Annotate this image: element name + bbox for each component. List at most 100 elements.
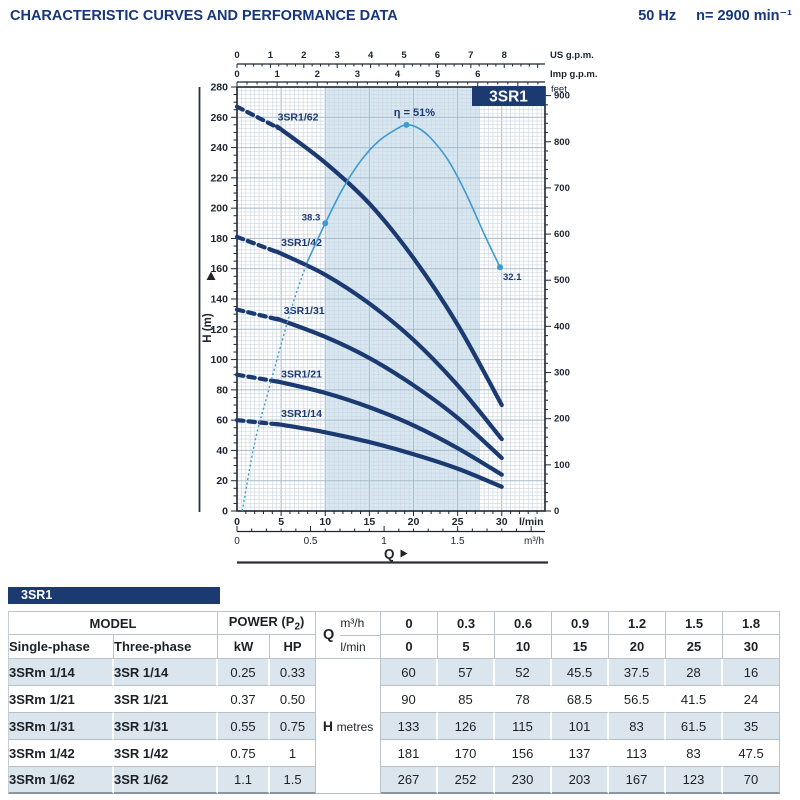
svg-text:500: 500 [554, 275, 570, 286]
q-m3h-value: 0.6 [495, 611, 553, 635]
h-value-cell: 41.5 [666, 686, 724, 713]
svg-text:1: 1 [268, 50, 274, 61]
h-value-cell: 181 [381, 740, 439, 767]
svg-text:600: 600 [554, 229, 570, 240]
table-row: 3SRm 1/42 3SR 1/42 0.75 1 181 170 156 13… [8, 740, 781, 767]
single-phase-header: Single-phase [8, 635, 114, 659]
hp-cell: 1 [270, 740, 317, 767]
kw-cell: 0.55 [218, 713, 271, 740]
curve-label: 3SR1/21 [281, 369, 322, 381]
h-value-cell: 24 [723, 686, 781, 713]
svg-text:160: 160 [210, 263, 228, 275]
svg-text:30: 30 [496, 516, 508, 528]
h-value-cell: 83 [666, 740, 724, 767]
curve-label: 3SR1/42 [281, 237, 322, 249]
curve-label: 3SR1/62 [278, 111, 319, 123]
x-axis-us-gpm: 0 1 2 3 4 5 6 7 8 US g.p.m. [234, 50, 594, 68]
hp-header: HP [270, 635, 317, 659]
svg-text:4: 4 [368, 50, 374, 61]
svg-text:0: 0 [234, 69, 239, 80]
h-value-cell: 90 [381, 686, 439, 713]
svg-text:Q: Q [384, 547, 395, 562]
svg-text:3SR1: 3SR1 [489, 89, 528, 106]
svg-text:20: 20 [216, 475, 228, 487]
performance-table-section: 3SR1 MODEL POWER (P2) Q m³/h l/min 0 0.3… [8, 587, 784, 794]
y-axis-feet: 100 200 300 400 500 600 700 800 900 0 feet [545, 84, 570, 517]
svg-text:3: 3 [355, 69, 360, 80]
q-lmin-value: 30 [723, 635, 781, 659]
h-value-cell: 57 [438, 659, 496, 686]
h-value-cell: 47.5 [723, 740, 781, 767]
svg-text:80: 80 [216, 384, 228, 396]
table-title-badge: 3SR1 [8, 587, 220, 604]
svg-text:240: 240 [210, 142, 228, 154]
model-three-cell: 3SR 1/62 [114, 767, 219, 794]
three-phase-header: Three-phase [114, 635, 219, 659]
svg-text:2: 2 [315, 69, 320, 80]
efficiency-point [403, 121, 410, 128]
model-three-cell: 3SR 1/21 [114, 686, 219, 713]
pump-curve-3SR1-42: 3SR1/42 [234, 234, 504, 442]
h-value-cell: 35 [723, 713, 781, 740]
pump-curve-3SR1-14: 3SR1/14 [234, 408, 504, 489]
curve-label: 3SR1/14 [281, 408, 322, 420]
kw-cell: 0.25 [218, 659, 271, 686]
svg-text:0: 0 [234, 516, 240, 528]
hp-cell: 0.50 [270, 686, 317, 713]
pump-curve-3SR1-31: 3SR1/31 [234, 305, 504, 461]
h-value-cell: 28 [666, 659, 724, 686]
svg-text:5: 5 [278, 516, 284, 528]
x-axis-lmin: 0 5 10 15 20 25 30 l/min [234, 511, 544, 528]
chart-area: 0 20 40 60 80 100 120 140 160 180 200 220 240 260 280 1… [0, 40, 620, 585]
svg-text:180: 180 [210, 233, 228, 245]
q-label: Q [323, 627, 335, 643]
h-value-cell: 16 [723, 659, 781, 686]
svg-text:feet: feet [551, 84, 567, 95]
hp-cell: 0.33 [270, 659, 317, 686]
model-single-cell: 3SRm 1/14 [8, 659, 114, 686]
h-value-cell: 156 [495, 740, 553, 767]
svg-text:l/min: l/min [519, 516, 544, 528]
h-value-cell: 52 [495, 659, 553, 686]
curve-label: 3SR1/31 [284, 305, 325, 317]
svg-text:2: 2 [301, 50, 306, 61]
svg-text:100: 100 [554, 460, 570, 471]
model-three-cell: 3SR 1/14 [114, 659, 219, 686]
svg-text:260: 260 [210, 112, 228, 124]
svg-text:200: 200 [210, 203, 228, 215]
svg-text:1.5: 1.5 [451, 536, 465, 547]
efficiency-point [496, 264, 503, 271]
h-value-cell: 45.5 [552, 659, 610, 686]
svg-text:400: 400 [554, 321, 570, 332]
model-three-cell: 3SR 1/31 [114, 713, 219, 740]
table-row: 3SRm 1/21 3SR 1/21 0.37 0.50 90 85 78 68… [8, 686, 781, 713]
model-single-cell: 3SRm 1/21 [8, 686, 114, 713]
h-value-cell: 70 [723, 767, 781, 794]
h-value-cell: 267 [381, 767, 439, 794]
svg-text:4: 4 [395, 69, 401, 80]
y-axis-metres: 0 20 40 60 80 100 120 140 160 180 200 220 240 260 280 [210, 82, 237, 518]
h-value-cell: 170 [438, 740, 496, 767]
svg-text:0: 0 [234, 50, 239, 61]
table-row: 3SRm 1/14 3SR 1/14 0.25 0.33 H metres 60… [8, 659, 781, 794]
q-lmin-value: 15 [552, 635, 610, 659]
h-value-cell: 56.5 [609, 686, 667, 713]
kw-cell: 1.1 [218, 767, 271, 794]
svg-text:H (m): H (m) [202, 313, 214, 343]
kw-cell: 0.75 [218, 740, 271, 767]
efficiency-label: η = 51% [394, 107, 435, 119]
frequency-label: 50 Hz [638, 8, 677, 24]
q-lmin-value: 20 [609, 635, 667, 659]
h-axis-label: H (m) [198, 87, 216, 512]
svg-text:6: 6 [475, 69, 480, 80]
h-value-cell: 126 [438, 713, 496, 740]
pump-curves-chart: 0204060801001201401601802002202402602801… [198, 50, 598, 564]
svg-text:900: 900 [554, 91, 570, 102]
svg-text:140: 140 [210, 294, 228, 306]
svg-text:300: 300 [554, 368, 570, 379]
h-value-cell: 115 [495, 713, 553, 740]
h-value-cell: 137 [552, 740, 610, 767]
svg-text:10: 10 [319, 516, 331, 528]
h-value-cell: 60 [381, 659, 439, 686]
x-axis-m3h: 0 0.5 1 1.5 m³/h [234, 526, 545, 547]
